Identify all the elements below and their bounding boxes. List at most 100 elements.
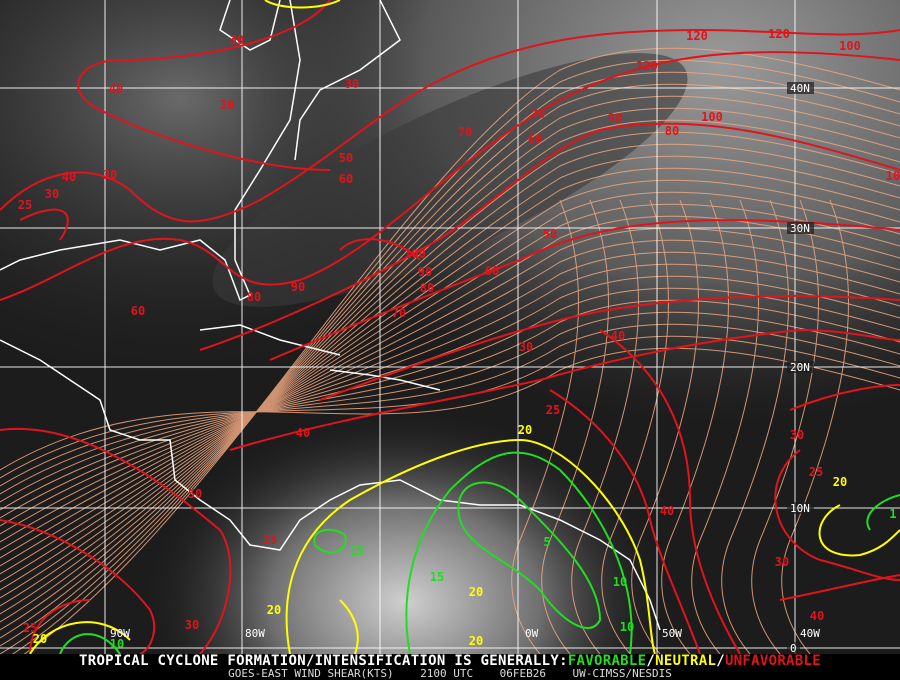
- contour-label-unfavorable: 25: [263, 533, 277, 547]
- legend-unfavorable: UNFAVORABLE: [724, 653, 821, 669]
- contour-label-unfavorable: 70: [531, 107, 545, 121]
- longitude-label: 40W: [800, 627, 820, 640]
- favorable-shear-contours: [59, 451, 900, 654]
- contour-label-unfavorable: 40: [109, 82, 123, 96]
- latitude-label-background: [787, 502, 814, 514]
- product-time: 2100 UTC: [420, 667, 474, 680]
- legend-favorable: FAVORABLE: [567, 653, 647, 669]
- streamline: [0, 107, 900, 631]
- cloud-cover-south: [0, 0, 900, 654]
- latitude-label: 20N: [790, 361, 810, 374]
- streamline: [0, 299, 900, 503]
- latitude-label: 10N: [790, 502, 810, 515]
- longitude-label: 80W: [245, 627, 265, 640]
- contour-label-unfavorable: 120: [768, 27, 790, 41]
- streamline: [781, 199, 849, 654]
- contour-label-unfavorable: 60: [485, 264, 499, 278]
- contour-label-unfavorable: 80: [420, 281, 434, 295]
- streamline: [571, 199, 639, 654]
- streamline: [661, 199, 729, 654]
- contour-label-neutral: 20: [469, 585, 483, 599]
- product-source: UW-CIMSS/NESDIS: [572, 667, 672, 680]
- wind-shear-map: 120 1201001209080100107060705060100908090…: [0, 0, 900, 654]
- coastline-us-gulf: [0, 0, 301, 302]
- streamline: [0, 227, 900, 551]
- streamline: [0, 71, 900, 654]
- contour-label-unfavorable: 90: [608, 111, 622, 125]
- longitude-label: 50W: [662, 627, 682, 640]
- streamline: [0, 191, 900, 575]
- streamline: [0, 335, 900, 479]
- contour-label-unfavorable: 40: [296, 426, 310, 440]
- coastline-central-south-america: [0, 339, 661, 631]
- streamline: [721, 199, 789, 654]
- neutral-shear-contours: [29, 0, 900, 654]
- contour-label-unfavorable: 70: [458, 125, 472, 139]
- streamlines: [0, 47, 900, 654]
- contour-label-unfavorable: 70: [392, 306, 406, 320]
- streamline: [0, 215, 900, 559]
- contour-label-unfavorable: 40: [62, 170, 76, 184]
- coastlines: [0, 0, 661, 631]
- latitude-label: 0: [790, 642, 797, 654]
- contour-label-unfavorable: 60: [528, 132, 542, 146]
- contour-label-unfavorable: 30: [345, 77, 359, 91]
- contour-label-unfavorable: 25: [18, 198, 32, 212]
- contour-label-unfavorable: 80: [247, 290, 261, 304]
- grid-labels: 90W 80W 0W 50W 40W 40N 30N 20N 10N 0: [110, 82, 820, 654]
- contour-label-unfavorable: 30: [790, 428, 804, 442]
- unfavorable-shear-contours: [0, 0, 900, 654]
- latitude-label-background: [787, 642, 800, 654]
- contour-label-unfavorable: 60: [339, 172, 353, 186]
- streamline: [0, 347, 900, 471]
- contour-label-unfavorable: 30: [230, 33, 244, 47]
- legend-footer: TROPICAL CYCLONE FORMATION/INTENSIFICATI…: [0, 654, 900, 680]
- longitude-label: 0W: [525, 627, 539, 640]
- contour-label-favorable: 15: [430, 570, 444, 584]
- contour-label-favorable: 10: [110, 637, 124, 651]
- product-name: GOES-EAST WIND SHEAR(KTS): [228, 667, 394, 680]
- contour-label-unfavorable: 80: [665, 124, 679, 138]
- contour-label-unfavorable: 40: [611, 329, 625, 343]
- contour-label-unfavorable: 50: [543, 227, 557, 241]
- legend-prefix: TROPICAL CYCLONE FORMATION/INTENSIFICATI…: [79, 653, 568, 669]
- contour-label-unfavorable: 100: [839, 39, 861, 53]
- latitude-label-background: [787, 222, 814, 234]
- streamline: [0, 311, 900, 495]
- contour-label-neutral: 20: [833, 475, 847, 489]
- contour-label-unfavorable: 40: [660, 504, 674, 518]
- legend-neutral: NEUTRAL: [655, 653, 717, 669]
- contour-label-unfavorable: 30: [775, 555, 789, 569]
- coastline-great-lakes: [219, 0, 281, 51]
- contour-label-unfavorable: 50: [188, 487, 202, 501]
- contour-label-unfavorable: 40: [810, 609, 824, 623]
- contour-label-neutral: 20: [469, 634, 483, 648]
- streamline: [0, 131, 900, 615]
- latitude-label-background: [787, 361, 814, 373]
- streamline: [0, 143, 900, 607]
- lat-lon-grid: [0, 0, 900, 654]
- latitude-label-background: [787, 82, 814, 94]
- streamline: [631, 199, 699, 654]
- contour-label-unfavorable: 100: [404, 247, 426, 261]
- contour-label-unfavorable: 25: [23, 621, 37, 635]
- streamline: [601, 199, 669, 654]
- coastline-greater-antilles: [199, 324, 441, 391]
- contour-label-unfavorable: 120: [636, 59, 658, 73]
- contour-label-neutral: 20: [267, 603, 281, 617]
- contour-label-unfavorable: 25: [809, 465, 823, 479]
- streamline: [0, 179, 900, 583]
- coastline-us-east: [294, 0, 401, 161]
- streamline: [0, 95, 900, 639]
- streamline: [0, 323, 900, 487]
- contour-label-favorable: 1: [889, 507, 896, 521]
- contour-label-unfavorable: 90: [418, 265, 432, 279]
- streamline: [11, 59, 900, 654]
- streamline: [0, 83, 900, 647]
- contour-label-unfavorable: 10: [886, 169, 900, 183]
- streamline: [541, 199, 609, 654]
- contour-label-neutral: 20: [518, 423, 532, 437]
- streamline: [0, 251, 900, 535]
- contour-label-favorable: 10: [613, 575, 627, 589]
